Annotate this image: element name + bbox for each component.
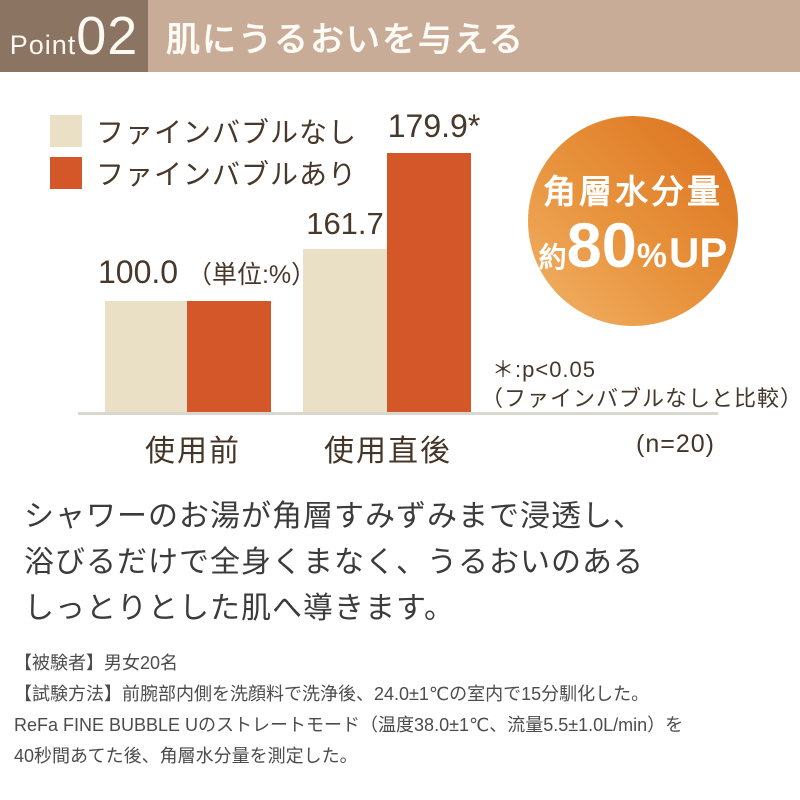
body-line-1: シャワーのお湯が角層すみずみまで浸透し、 bbox=[24, 500, 644, 533]
footnotes: 【被験者】男女20名 【試験方法】前腕部内側を洗顔料で洗浄後、24.0±1℃の室… bbox=[14, 648, 683, 772]
x-label-before: 使用前 bbox=[145, 435, 241, 468]
badge-value: 80 bbox=[566, 210, 637, 281]
value-label-before: 100.0 （単位:%） bbox=[98, 254, 316, 291]
badge-up: UP bbox=[668, 228, 728, 276]
point-number: 02 bbox=[76, 6, 139, 66]
badge-approx: 約 bbox=[538, 241, 567, 273]
body-line-2: 浴びるだけで全身くまなく、うるおいのある bbox=[24, 546, 644, 579]
badge-value-row: 約 80 % UP bbox=[538, 210, 728, 281]
x-axis-line bbox=[78, 412, 718, 415]
footnote-method-1: 【試験方法】前腕部内側を洗顔料で洗浄後、24.0±1℃の室内で15分馴化した。 bbox=[14, 684, 650, 704]
bar-before-without bbox=[105, 301, 187, 413]
legend-item-with: ファインバブルあり bbox=[50, 153, 357, 193]
badge-title: 角層水分量 bbox=[543, 172, 723, 210]
page-title: 肌にうるおいを与える bbox=[166, 20, 525, 59]
body-copy: シャワーのお湯が角層すみずみまで浸透し、 浴びるだけで全身くまなく、うるおいのあ… bbox=[24, 494, 644, 632]
legend-label-with: ファインバブルあり bbox=[96, 159, 358, 190]
point-number-block: Point 02 bbox=[0, 0, 148, 72]
legend-swatch-with bbox=[50, 157, 82, 189]
x-label-after: 使用直後 bbox=[324, 435, 452, 468]
significance-note-line2: （ファインバブルなしと比較） bbox=[481, 386, 800, 411]
footnote-method-2: ReFa FINE BUBBLE Uのストレートモード（温度38.0±1℃、流量… bbox=[14, 715, 684, 735]
value-label-after-with: 179.9* bbox=[387, 108, 481, 144]
value-before: 100.0 bbox=[98, 254, 179, 290]
unit-label: （単位:%） bbox=[186, 261, 317, 289]
significance-note-line1: ＊:p<0.05 bbox=[492, 357, 597, 382]
legend-item-without: ファインバブルなし bbox=[50, 111, 357, 151]
footnote-method-3: 40秒間あてた後、角層水分量を測定した。 bbox=[14, 746, 358, 766]
legend-swatch-without bbox=[50, 115, 82, 147]
point-label: Point bbox=[9, 30, 77, 60]
legend-label-without: ファインバブルなし bbox=[96, 117, 358, 148]
bar-after-with bbox=[387, 153, 471, 413]
moisture-up-badge: 角層水分量 約 80 % UP bbox=[528, 116, 738, 326]
bar-before-with bbox=[187, 301, 271, 413]
value-label-after-without: 161.7 bbox=[306, 206, 384, 241]
badge-percent: % bbox=[636, 236, 667, 275]
bar-after-without bbox=[303, 249, 387, 413]
footnote-subjects: 【被験者】男女20名 bbox=[14, 653, 179, 673]
body-line-3: しっとりとした肌へ導きます。 bbox=[24, 592, 455, 625]
sample-size-label: (n=20) bbox=[636, 430, 715, 458]
